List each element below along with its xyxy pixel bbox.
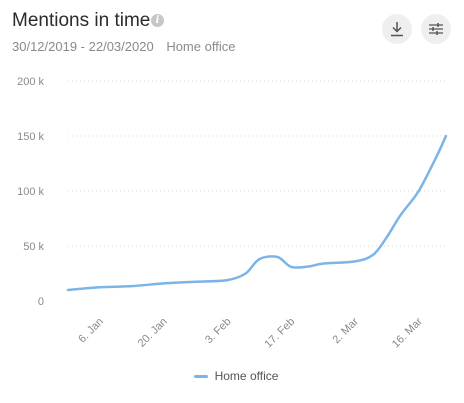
y-tick-label: 50 k <box>23 241 44 253</box>
y-axis-labels: 0 50 k 100 k 150 k 200 k <box>17 76 44 308</box>
series-layer <box>66 134 448 292</box>
chart-title: Mentions in time <box>12 10 151 31</box>
date-range: 30/12/2019 - 22/03/2020 <box>12 39 154 54</box>
legend-label: Home office <box>214 369 279 383</box>
legend-item-home-office[interactable]: Home office <box>186 369 279 383</box>
y-tick-label: 0 <box>38 296 44 308</box>
chart-settings-button[interactable] <box>421 14 451 44</box>
x-tick-label: 16. Mar <box>390 315 425 350</box>
series-line-home-office[interactable] <box>66 134 448 292</box>
y-tick-label: 100 k <box>17 186 44 198</box>
x-tick-label: 17. Feb <box>262 316 297 351</box>
x-tick-label: 2. Mar <box>330 315 361 346</box>
y-tick-label: 200 k <box>17 76 44 88</box>
topic-name: Home office <box>166 39 236 54</box>
download-button[interactable] <box>382 14 412 44</box>
x-tick-label: 3. Feb <box>203 316 234 347</box>
legend-swatch <box>193 374 208 378</box>
x-tick-label: 6. Jan <box>76 316 106 346</box>
download-icon <box>391 22 403 37</box>
sliders-icon <box>429 23 443 35</box>
legend: Home office <box>0 369 464 383</box>
chart-subtitle: 30/12/2019 - 22/03/2020 Home office <box>12 39 235 54</box>
y-tick-label: 150 k <box>17 131 44 143</box>
x-tick-label: 20. Jan <box>136 316 170 350</box>
x-axis-labels: 6. Jan 20. Jan 3. Feb 17. Feb 2. Mar 16. Mar <box>76 315 425 350</box>
grid-lines <box>68 80 446 247</box>
info-icon[interactable]: i <box>151 14 164 27</box>
